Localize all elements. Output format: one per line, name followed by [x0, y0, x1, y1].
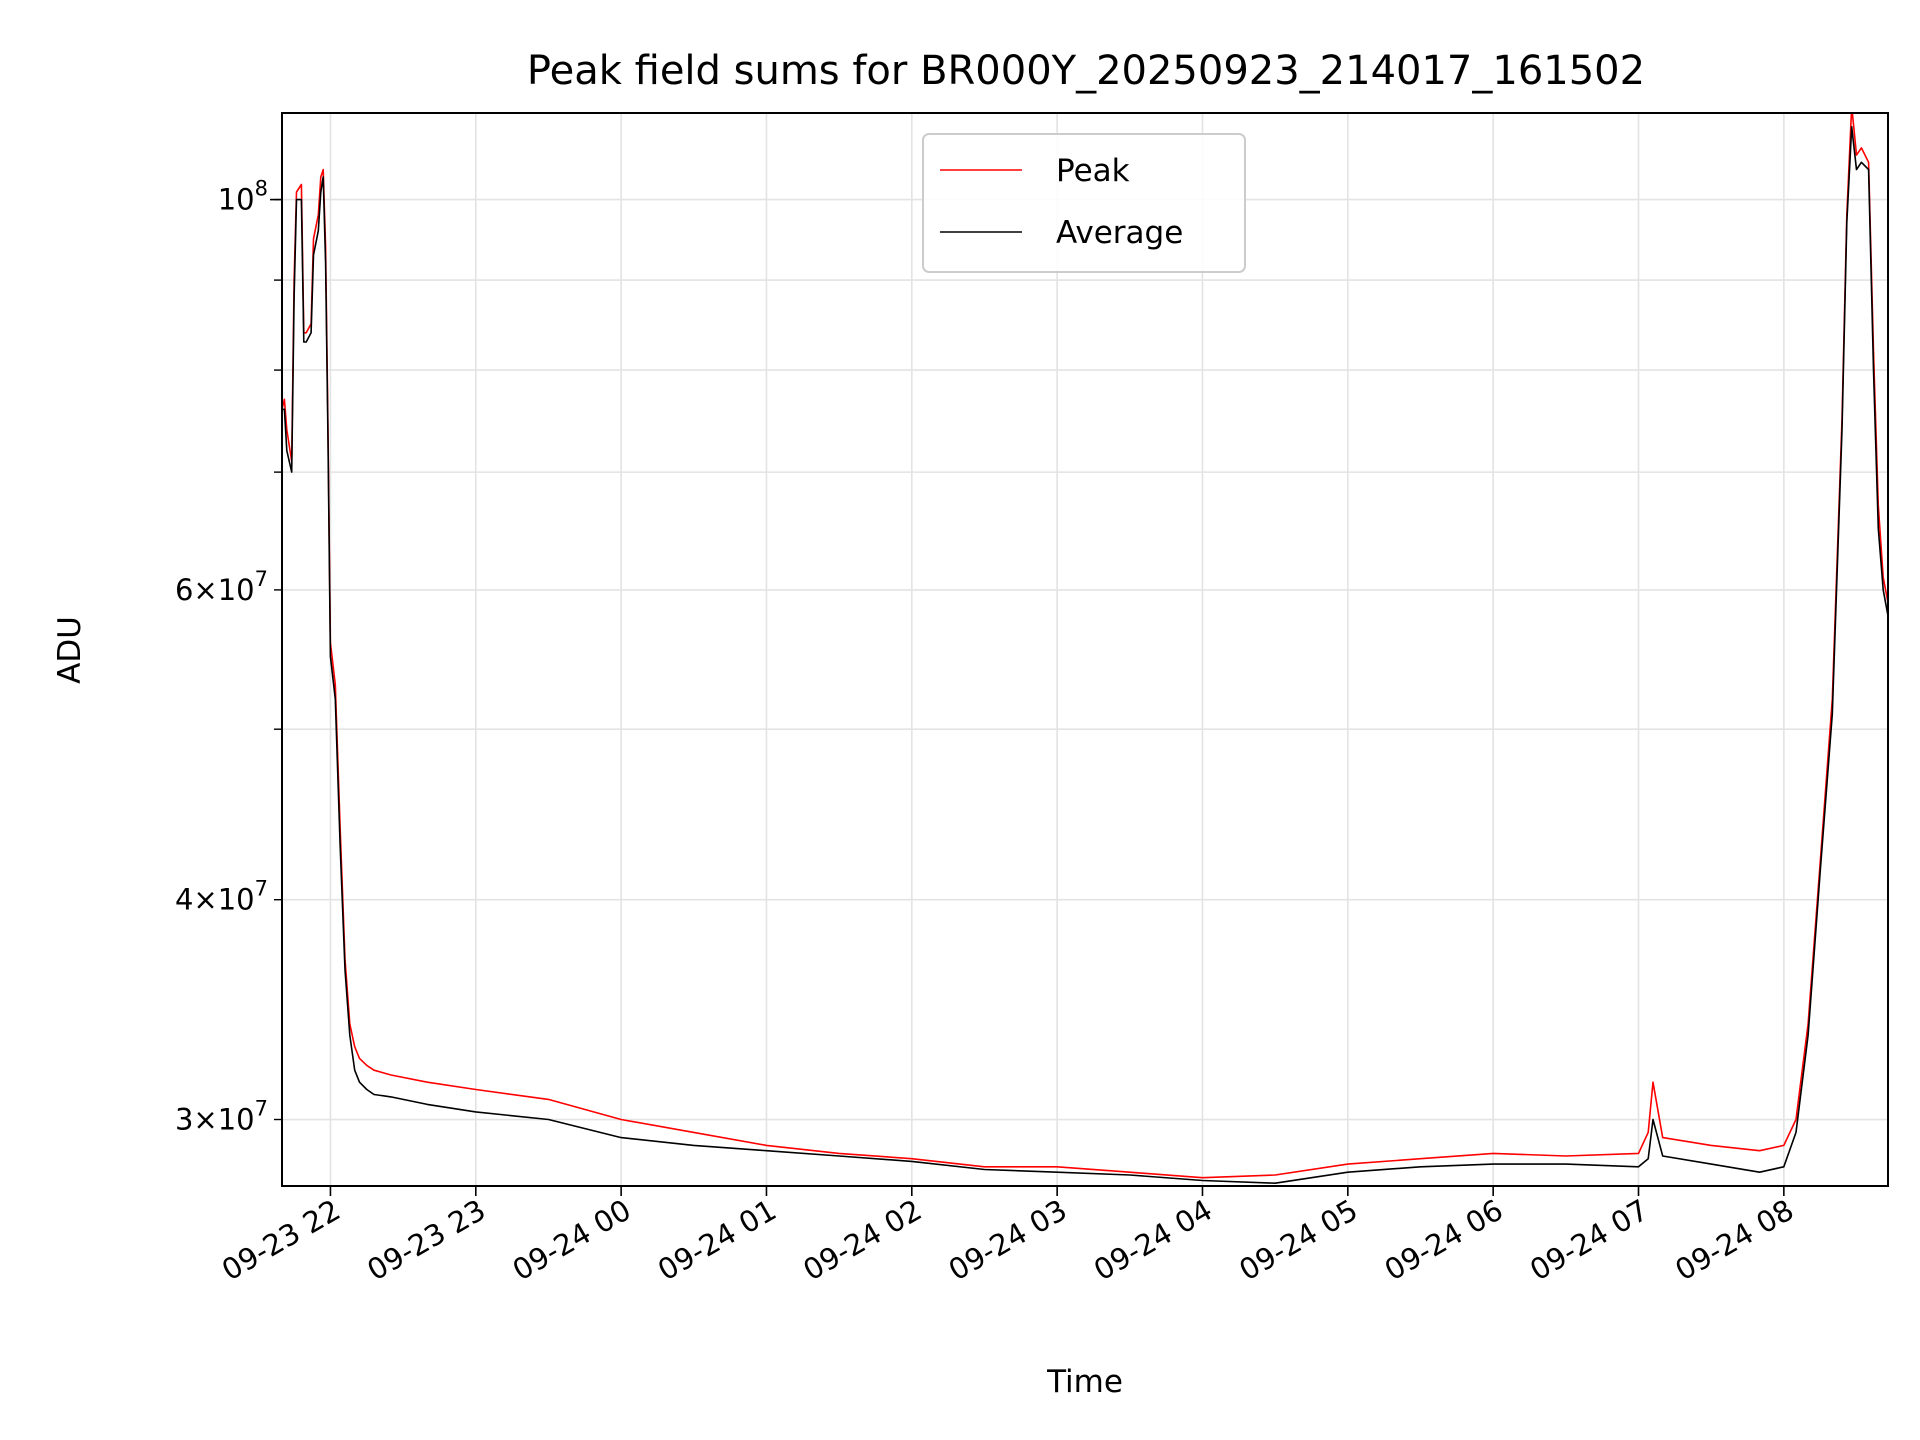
y-axis-label: ADU — [52, 616, 88, 684]
y-tick-label: 4×107 — [175, 877, 268, 917]
series-line-average — [282, 126, 1888, 1184]
legend-box — [922, 133, 1246, 273]
y-tick-label: 3×107 — [175, 1097, 268, 1137]
x-axis-label: Time — [1046, 1364, 1123, 1400]
y-tick-label: 108 — [218, 177, 268, 217]
plot-series — [282, 113, 1888, 1184]
chart-title: Peak field sums for BR000Y_20250923_2140… — [527, 48, 1645, 94]
grid — [282, 113, 1888, 1186]
y-tick-label: 6×107 — [175, 567, 268, 607]
plot-frame — [281, 112, 1889, 1187]
y-axis: 108 3×107 4×107 6×107 — [175, 177, 282, 1137]
series-line-peak — [282, 113, 1888, 1179]
legend: Peak Average — [922, 133, 1246, 273]
legend-label-peak: Peak — [1056, 153, 1130, 189]
legend-label-average: Average — [1056, 215, 1183, 251]
